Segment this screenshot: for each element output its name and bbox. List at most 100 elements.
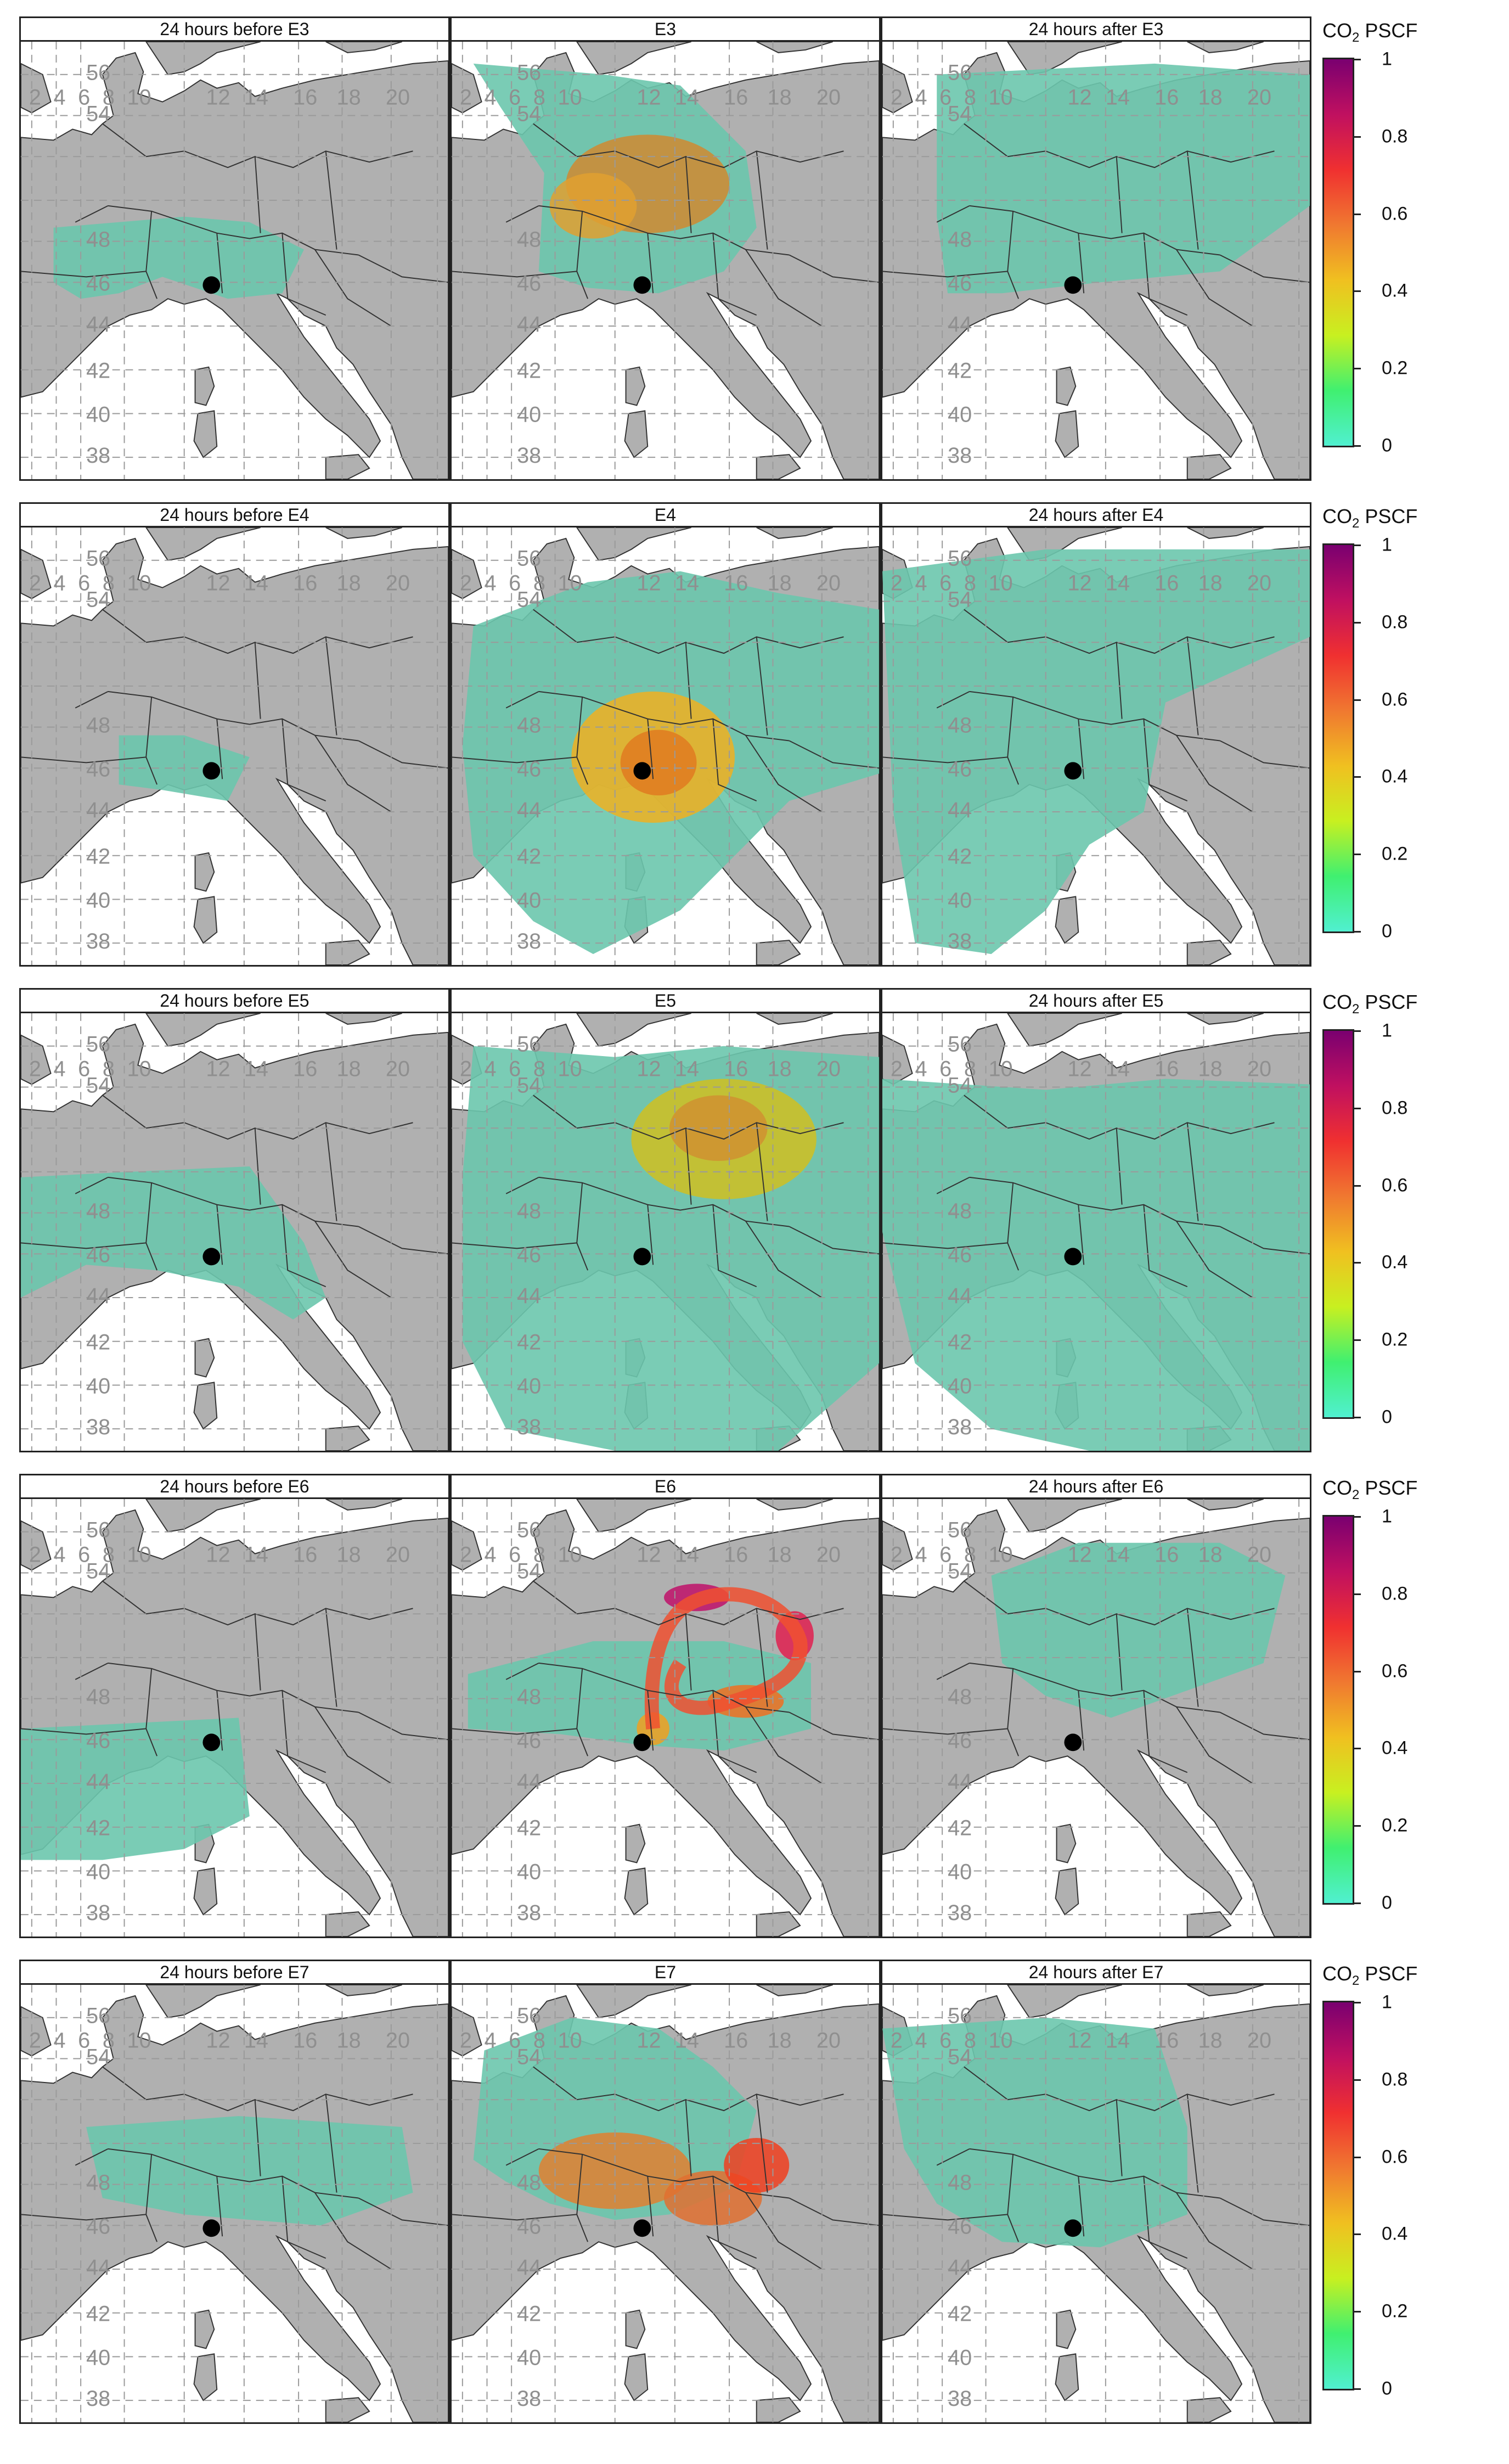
- lon-label: 10: [558, 2029, 582, 2053]
- colorbar-tick: [1354, 1516, 1361, 1518]
- lon-label: 18: [768, 1543, 792, 1567]
- colorbar-tick: [1354, 368, 1361, 370]
- lat-label: 54: [517, 587, 541, 611]
- lat-label: 48: [86, 1199, 110, 1223]
- panel-map: 2 4 6 8 10 12 14 16 18 20 56 54 48 46 44 42 40 38: [881, 42, 1311, 481]
- colorbar-tick: [1354, 1185, 1361, 1187]
- map-panel: 24 hours before E3 2 4 6 8 10 12 14 16 18 20 56 54 48…: [19, 16, 450, 481]
- colorbar-tick: [1354, 1262, 1361, 1264]
- colorbar-tick: [1354, 2156, 1361, 2158]
- colorbar-tick: [1354, 699, 1361, 701]
- panel-title: 24 hours after E7: [881, 1960, 1311, 1985]
- lat-label: 38: [948, 929, 972, 953]
- lon-label: 14: [244, 2029, 268, 2053]
- lon-label: 2: [891, 86, 903, 110]
- lat-label: 42: [86, 1816, 110, 1840]
- lon-label: 6: [78, 1057, 90, 1081]
- panel-map: 2 4 6 8 10 12 14 16 18 20 56 54 48 46 44 42 40 38: [19, 42, 450, 481]
- lat-label: 54: [948, 1559, 972, 1583]
- lon-label: 16: [724, 2029, 748, 2053]
- graticule: [882, 527, 1310, 965]
- lat-label: 44: [86, 1770, 110, 1794]
- colorbar-tick: [1354, 213, 1361, 215]
- lat-label: 38: [948, 444, 972, 468]
- graticule: [21, 1013, 448, 1451]
- lat-label: 56: [517, 1518, 541, 1542]
- lat-label: 56: [948, 2004, 972, 2028]
- lat-label: 40: [517, 402, 541, 426]
- panel-map: 2 4 6 8 10 12 14 16 18 20 56 54 48 46 44 42 40 38: [19, 1013, 450, 1452]
- lon-label: 20: [1247, 1543, 1271, 1567]
- colorbar-tick-label: 0: [1382, 2378, 1392, 2399]
- colorbar-tick: [1354, 621, 1361, 624]
- colorbar-tick: [1354, 1825, 1361, 1827]
- site-marker: [202, 2219, 221, 2237]
- lon-label: 16: [293, 571, 317, 596]
- panel-map: 2 4 6 8 10 12 14 16 18 20 56 54 48 46 44 42 40 38: [19, 527, 450, 967]
- lon-label: 16: [1155, 86, 1179, 110]
- lon-label: 10: [127, 86, 151, 110]
- lon-label: 12: [1067, 86, 1091, 110]
- lon-label: 12: [206, 1057, 230, 1081]
- lat-label: 56: [948, 1518, 972, 1542]
- colorbar-title: CO2 PSCF: [1322, 991, 1418, 1017]
- colorbar-title: CO2 PSCF: [1322, 1477, 1418, 1503]
- lon-label: 2: [29, 1543, 41, 1567]
- lon-label: 10: [558, 86, 582, 110]
- lat-label: 48: [86, 714, 110, 738]
- lon-label: 16: [724, 1057, 748, 1081]
- lon-label: 6: [939, 1543, 951, 1567]
- lat-label: 46: [517, 271, 541, 295]
- lat-label: 54: [948, 1073, 972, 1097]
- lon-label: 10: [127, 1057, 151, 1081]
- colorbar-tick: [1354, 1339, 1361, 1342]
- map-panel: 24 hours before E5 2 4 6 8 10 12 14 16 18 20 56 54 48…: [19, 988, 450, 1452]
- lon-label: 4: [54, 1057, 66, 1081]
- lat-label: 38: [948, 1901, 972, 1925]
- lon-label: 20: [1247, 1057, 1271, 1081]
- colorbar-tick-label: 1: [1382, 1991, 1392, 2013]
- panel-map: 2 4 6 8 10 12 14 16 18 20 56 54 48 46 44 42 40 38: [450, 1985, 881, 2424]
- lon-label: 18: [768, 2029, 792, 2053]
- lat-label: 48: [86, 228, 110, 252]
- colorbar-tick-label: 0: [1382, 921, 1392, 942]
- site-marker: [633, 1733, 651, 1752]
- lon-label: 16: [293, 1057, 317, 1081]
- colorbar-tick: [1354, 2311, 1361, 2313]
- lon-label: 20: [817, 1543, 841, 1567]
- lon-label: 8: [103, 2029, 115, 2053]
- panel-title: E7: [450, 1960, 881, 1985]
- lon-label: 18: [768, 571, 792, 596]
- lon-label: 20: [386, 2029, 410, 2053]
- lat-label: 44: [948, 312, 972, 336]
- lat-label: 54: [948, 587, 972, 611]
- lon-label: 2: [891, 1057, 903, 1081]
- panel-title: 24 hours before E4: [19, 502, 450, 527]
- lat-label: 56: [517, 61, 541, 85]
- lon-label: 14: [675, 86, 699, 110]
- lat-label: 42: [86, 359, 110, 383]
- pscf-overlay: [882, 2017, 1187, 2248]
- lat-label: 38: [86, 929, 110, 953]
- colorbar-tick: [1354, 1670, 1361, 1672]
- panel-title: 24 hours before E3: [19, 16, 450, 42]
- lon-label: 14: [244, 571, 268, 596]
- lon-label: 8: [533, 1057, 545, 1081]
- lon-label: 6: [78, 2029, 90, 2053]
- lon-label: 8: [533, 86, 545, 110]
- lat-label: 48: [517, 2171, 541, 2195]
- site-marker: [1064, 276, 1082, 294]
- panel-title: E6: [450, 1474, 881, 1499]
- lat-label: 48: [948, 714, 972, 738]
- lon-label: 4: [54, 571, 66, 596]
- lat-label: 54: [517, 1073, 541, 1097]
- panel-map: 2 4 6 8 10 12 14 16 18 20 56 54 48 46 44 42 40 38: [450, 527, 881, 967]
- lon-label: 14: [1106, 86, 1130, 110]
- lat-label: 48: [517, 228, 541, 252]
- colorbar-gradient: [1322, 2001, 1354, 2390]
- lon-label: 6: [509, 2029, 521, 2053]
- pscf-overlay: [882, 549, 1310, 955]
- lat-label: 46: [517, 2214, 541, 2238]
- lat-label: 38: [517, 1415, 541, 1439]
- lon-label: 12: [206, 1543, 230, 1567]
